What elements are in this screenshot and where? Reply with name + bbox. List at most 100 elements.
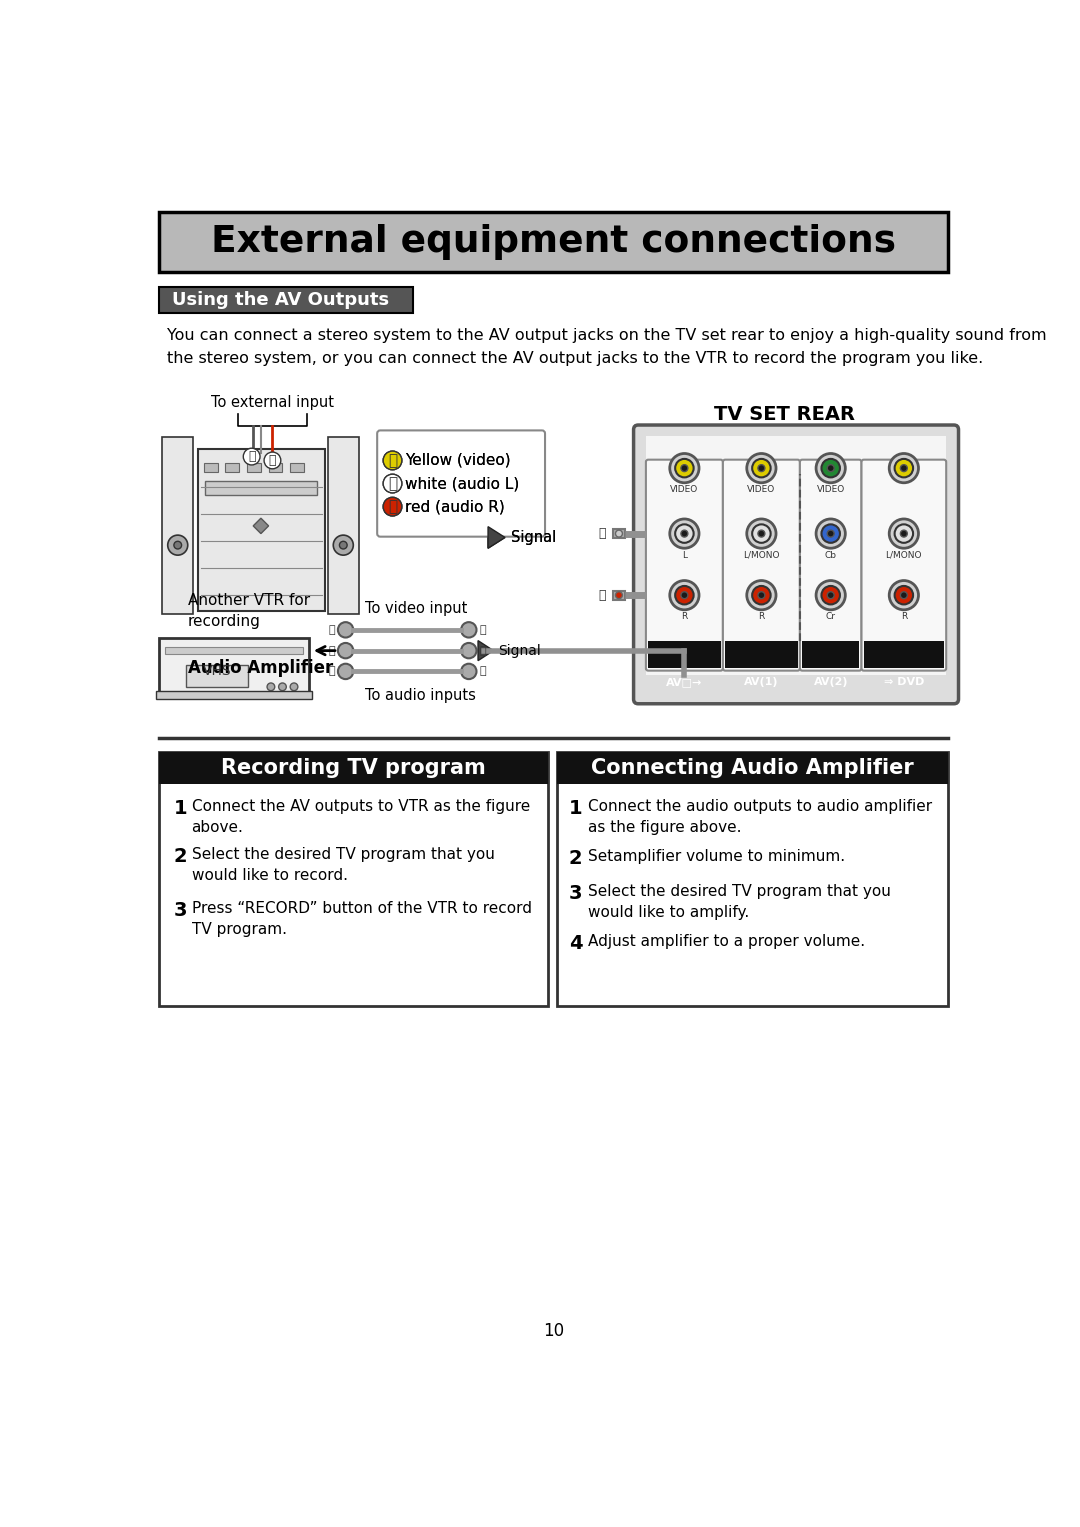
Text: 10: 10 bbox=[543, 1321, 564, 1339]
Text: Signal: Signal bbox=[511, 530, 556, 545]
Circle shape bbox=[279, 683, 286, 690]
Text: ⇒ DVD: ⇒ DVD bbox=[883, 676, 924, 687]
Text: Press “RECORD” button of the VTR to record
TV program.: Press “RECORD” button of the VTR to reco… bbox=[191, 901, 531, 938]
Text: Connect the AV outputs to VTR as the figure
above.: Connect the AV outputs to VTR as the fig… bbox=[191, 799, 530, 835]
Text: To audio inputs: To audio inputs bbox=[365, 687, 475, 702]
Text: Connecting Audio Amplifier: Connecting Audio Amplifier bbox=[591, 757, 914, 777]
Circle shape bbox=[670, 580, 699, 609]
Text: ⓨ: ⓨ bbox=[388, 454, 397, 467]
Circle shape bbox=[680, 592, 688, 599]
Text: Ⓡ: Ⓡ bbox=[388, 499, 397, 515]
Circle shape bbox=[675, 460, 693, 478]
Circle shape bbox=[334, 534, 353, 556]
FancyBboxPatch shape bbox=[159, 212, 948, 272]
Circle shape bbox=[616, 592, 622, 599]
Circle shape bbox=[675, 586, 693, 605]
Circle shape bbox=[822, 460, 840, 478]
FancyBboxPatch shape bbox=[165, 647, 303, 655]
FancyBboxPatch shape bbox=[862, 460, 946, 670]
Circle shape bbox=[752, 524, 771, 542]
Text: 2: 2 bbox=[569, 849, 582, 869]
Circle shape bbox=[822, 524, 840, 542]
FancyBboxPatch shape bbox=[159, 751, 549, 783]
Text: To video input: To video input bbox=[365, 600, 468, 615]
FancyBboxPatch shape bbox=[557, 751, 948, 783]
Text: Recording TV program: Recording TV program bbox=[221, 757, 486, 777]
Text: Ⓦ: Ⓦ bbox=[480, 646, 486, 655]
FancyBboxPatch shape bbox=[162, 437, 193, 614]
Text: ⓨ: ⓨ bbox=[480, 625, 486, 635]
Circle shape bbox=[827, 592, 834, 599]
FancyBboxPatch shape bbox=[291, 463, 305, 472]
Circle shape bbox=[827, 464, 834, 472]
FancyBboxPatch shape bbox=[157, 692, 312, 699]
Text: L/MONO: L/MONO bbox=[886, 551, 922, 559]
Text: 4: 4 bbox=[569, 935, 582, 953]
Circle shape bbox=[822, 586, 840, 605]
FancyBboxPatch shape bbox=[864, 641, 944, 669]
Text: AV(1): AV(1) bbox=[744, 676, 779, 687]
FancyBboxPatch shape bbox=[328, 437, 359, 614]
Text: 3: 3 bbox=[569, 884, 582, 902]
Circle shape bbox=[901, 530, 907, 538]
Text: Ⓦ: Ⓦ bbox=[598, 527, 606, 541]
Text: Cb: Cb bbox=[825, 551, 837, 559]
Circle shape bbox=[752, 460, 771, 478]
Circle shape bbox=[889, 519, 918, 548]
Circle shape bbox=[889, 454, 918, 483]
FancyBboxPatch shape bbox=[159, 638, 309, 693]
Circle shape bbox=[338, 621, 353, 638]
Circle shape bbox=[174, 541, 181, 550]
FancyBboxPatch shape bbox=[377, 431, 545, 536]
Text: Connect the audio outputs to audio amplifier
as the figure above.: Connect the audio outputs to audio ampli… bbox=[589, 799, 932, 835]
Circle shape bbox=[894, 524, 913, 542]
Circle shape bbox=[616, 530, 622, 538]
Circle shape bbox=[267, 683, 274, 690]
Circle shape bbox=[670, 454, 699, 483]
Text: To external input: To external input bbox=[211, 395, 334, 411]
FancyBboxPatch shape bbox=[612, 528, 625, 538]
Text: red (audio R): red (audio R) bbox=[405, 499, 504, 515]
Text: Yellow (video): Yellow (video) bbox=[405, 454, 511, 467]
FancyBboxPatch shape bbox=[723, 460, 800, 670]
FancyBboxPatch shape bbox=[159, 287, 414, 313]
FancyBboxPatch shape bbox=[205, 481, 318, 495]
Text: red (audio R): red (audio R) bbox=[405, 499, 504, 515]
Text: You can connect a stereo system to the AV output jacks on the TV set rear to enj: You can connect a stereo system to the A… bbox=[167, 328, 1047, 366]
FancyBboxPatch shape bbox=[269, 463, 283, 472]
FancyBboxPatch shape bbox=[634, 425, 959, 704]
Circle shape bbox=[291, 683, 298, 690]
Text: Yellow (video): Yellow (video) bbox=[405, 454, 511, 467]
FancyBboxPatch shape bbox=[646, 435, 946, 675]
FancyBboxPatch shape bbox=[159, 751, 549, 1006]
Circle shape bbox=[894, 586, 913, 605]
Text: External equipment connections: External equipment connections bbox=[211, 224, 896, 260]
Circle shape bbox=[339, 541, 347, 550]
FancyBboxPatch shape bbox=[612, 591, 625, 600]
Circle shape bbox=[758, 464, 765, 472]
Polygon shape bbox=[488, 527, 505, 548]
Circle shape bbox=[461, 643, 476, 658]
Circle shape bbox=[338, 664, 353, 680]
Circle shape bbox=[758, 530, 765, 538]
Text: Ⓦ: Ⓦ bbox=[388, 476, 397, 492]
FancyBboxPatch shape bbox=[800, 460, 862, 670]
Circle shape bbox=[675, 524, 693, 542]
Text: white (audio L): white (audio L) bbox=[405, 476, 519, 492]
Circle shape bbox=[889, 580, 918, 609]
Circle shape bbox=[670, 519, 699, 548]
Text: Ⓦ: Ⓦ bbox=[388, 476, 397, 492]
Text: Adjust amplifier to a proper volume.: Adjust amplifier to a proper volume. bbox=[589, 935, 865, 948]
Text: Ⓡ: Ⓡ bbox=[269, 454, 276, 467]
Text: AV(2): AV(2) bbox=[813, 676, 848, 687]
Circle shape bbox=[746, 519, 777, 548]
Text: AV□→: AV□→ bbox=[666, 676, 703, 687]
Text: Ⓡ: Ⓡ bbox=[328, 666, 335, 676]
Polygon shape bbox=[478, 641, 494, 661]
Text: Ⓡ: Ⓡ bbox=[480, 666, 486, 676]
FancyBboxPatch shape bbox=[802, 641, 860, 669]
Text: R: R bbox=[758, 612, 765, 621]
Text: 1: 1 bbox=[569, 799, 582, 818]
Circle shape bbox=[901, 464, 907, 472]
Polygon shape bbox=[253, 518, 269, 533]
